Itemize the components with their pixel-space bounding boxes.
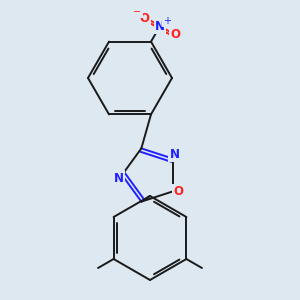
Text: O: O: [174, 185, 184, 198]
Text: N: N: [170, 148, 180, 161]
Text: +: +: [163, 16, 171, 26]
Text: N: N: [114, 172, 124, 184]
Text: O: O: [139, 11, 149, 25]
Text: O: O: [171, 28, 181, 40]
Text: N: N: [155, 20, 165, 32]
Text: −: −: [133, 7, 141, 17]
